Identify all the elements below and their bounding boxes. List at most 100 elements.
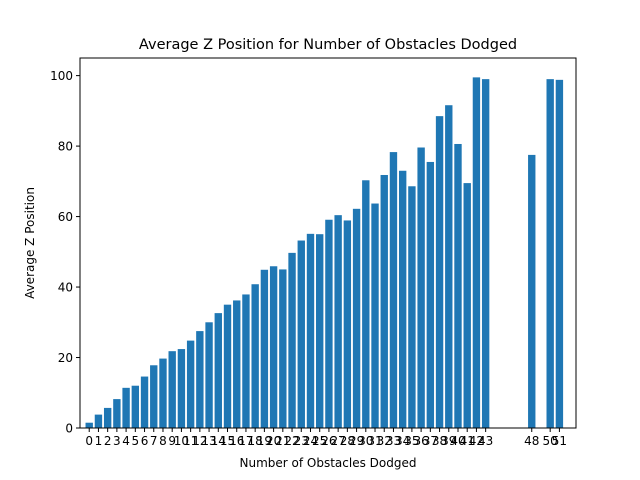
x-tick-label: 42 xyxy=(469,434,484,448)
bar-1 xyxy=(94,414,103,428)
x-tick-label: 21 xyxy=(275,434,290,448)
bar-41 xyxy=(463,183,471,428)
bar-5 xyxy=(131,385,140,428)
bar-35 xyxy=(408,186,416,428)
bar-20 xyxy=(269,266,278,428)
y-tick-label: 60 xyxy=(58,210,73,224)
bar-17 xyxy=(242,294,250,428)
bar-6 xyxy=(140,376,149,428)
bar-23 xyxy=(297,240,305,428)
y-axis-label: Average Z Position xyxy=(23,187,37,299)
x-tick-label: 12 xyxy=(192,434,207,448)
bar-10 xyxy=(177,349,186,428)
bar-30 xyxy=(362,180,370,428)
bar-36 xyxy=(417,147,425,428)
y-tick-label: 20 xyxy=(58,351,73,365)
y-tick-label: 80 xyxy=(58,140,73,154)
x-tick-label: 2 xyxy=(104,434,112,448)
x-tick-label: 17 xyxy=(238,434,253,448)
y-tick-label: 0 xyxy=(65,422,73,436)
x-tick-label: 32 xyxy=(377,434,392,448)
x-tick-label: 8 xyxy=(159,434,167,448)
x-tick-label: 30 xyxy=(358,434,373,448)
bar-13 xyxy=(205,322,213,428)
bar-16 xyxy=(233,300,241,428)
x-tick-label: 18 xyxy=(248,434,263,448)
x-tick-label: 29 xyxy=(349,434,364,448)
bar-48 xyxy=(528,154,536,428)
bar-0 xyxy=(85,422,93,428)
x-tick-label: 33 xyxy=(386,434,401,448)
x-tick-label: 26 xyxy=(321,434,336,448)
bar-40 xyxy=(454,143,462,429)
y-tick-label: 40 xyxy=(58,281,73,295)
bar-43 xyxy=(481,79,490,428)
bar-2 xyxy=(103,407,112,428)
x-tick-label: 1 xyxy=(95,434,103,448)
x-tick-label: 39 xyxy=(441,434,456,448)
x-tick-label: 35 xyxy=(404,434,419,448)
x-tick-label: 5 xyxy=(131,434,139,448)
bar-25 xyxy=(316,234,324,428)
bar-39 xyxy=(445,105,453,428)
x-tick-label: 19 xyxy=(257,434,272,448)
bar-21 xyxy=(279,269,287,428)
bar-29 xyxy=(352,208,361,428)
x-tick-label: 34 xyxy=(395,434,410,448)
bar-15 xyxy=(223,304,232,428)
bar-26 xyxy=(325,219,333,428)
x-tick-label: 22 xyxy=(284,434,299,448)
bar-8 xyxy=(159,358,167,428)
x-tick-label: 0 xyxy=(85,434,93,448)
bar-33 xyxy=(389,152,398,428)
x-tick-label: 7 xyxy=(150,434,158,448)
x-tick-label: 4 xyxy=(122,434,130,448)
x-tick-label: 50 xyxy=(543,434,558,448)
bar-18 xyxy=(251,284,259,428)
bar-50 xyxy=(546,79,554,428)
x-axis: 0 1 2 3 4 5 6 7 8 9101112131415161718192021222324… xyxy=(85,428,567,448)
x-tick-label: 10 xyxy=(174,434,189,448)
y-axis: 0 20 40 60 80 100 xyxy=(50,69,80,436)
bar-51 xyxy=(555,79,564,428)
bar-24 xyxy=(306,233,315,428)
bar-37 xyxy=(426,161,435,428)
bar-32 xyxy=(380,174,388,428)
bar-38 xyxy=(435,116,444,428)
bars-group xyxy=(85,77,564,429)
x-tick-label: 27 xyxy=(331,434,346,448)
bar-4 xyxy=(122,387,130,428)
x-tick-label: 28 xyxy=(340,434,355,448)
bar-19 xyxy=(260,269,269,428)
bar-11 xyxy=(186,340,195,428)
x-tick-label: 6 xyxy=(141,434,149,448)
x-tick-label: 13 xyxy=(201,434,216,448)
x-tick-label: 48 xyxy=(524,434,539,448)
x-axis-label: Number of Obstacles Dodged xyxy=(240,456,417,470)
x-tick-label: 11 xyxy=(183,434,198,448)
bar-14 xyxy=(214,313,222,428)
plot-frame xyxy=(79,57,577,429)
x-tick-label: 36 xyxy=(413,434,428,448)
y-tick-label: 100 xyxy=(50,69,73,83)
x-tick-label: 9 xyxy=(168,434,176,448)
x-tick-label: 3 xyxy=(113,434,121,448)
bar-31 xyxy=(371,203,379,428)
bar-9 xyxy=(168,351,176,428)
bar-34 xyxy=(398,170,407,428)
x-tick-label: 14 xyxy=(211,434,226,448)
bar-22 xyxy=(288,252,296,428)
x-tick-label: 23 xyxy=(294,434,309,448)
x-tick-label: 40 xyxy=(450,434,465,448)
x-tick-label: 25 xyxy=(312,434,327,448)
x-tick-label: 37 xyxy=(423,434,438,448)
bar-12 xyxy=(196,331,204,428)
x-tick-label: 51 xyxy=(552,434,567,448)
bar-42 xyxy=(472,77,481,428)
chart-title: Average Z Position for Number of Obstacl… xyxy=(139,37,517,53)
x-tick-label: 20 xyxy=(266,434,281,448)
bar-28 xyxy=(343,220,352,428)
x-tick-label: 41 xyxy=(460,434,475,448)
x-tick-label: 15 xyxy=(220,434,235,448)
